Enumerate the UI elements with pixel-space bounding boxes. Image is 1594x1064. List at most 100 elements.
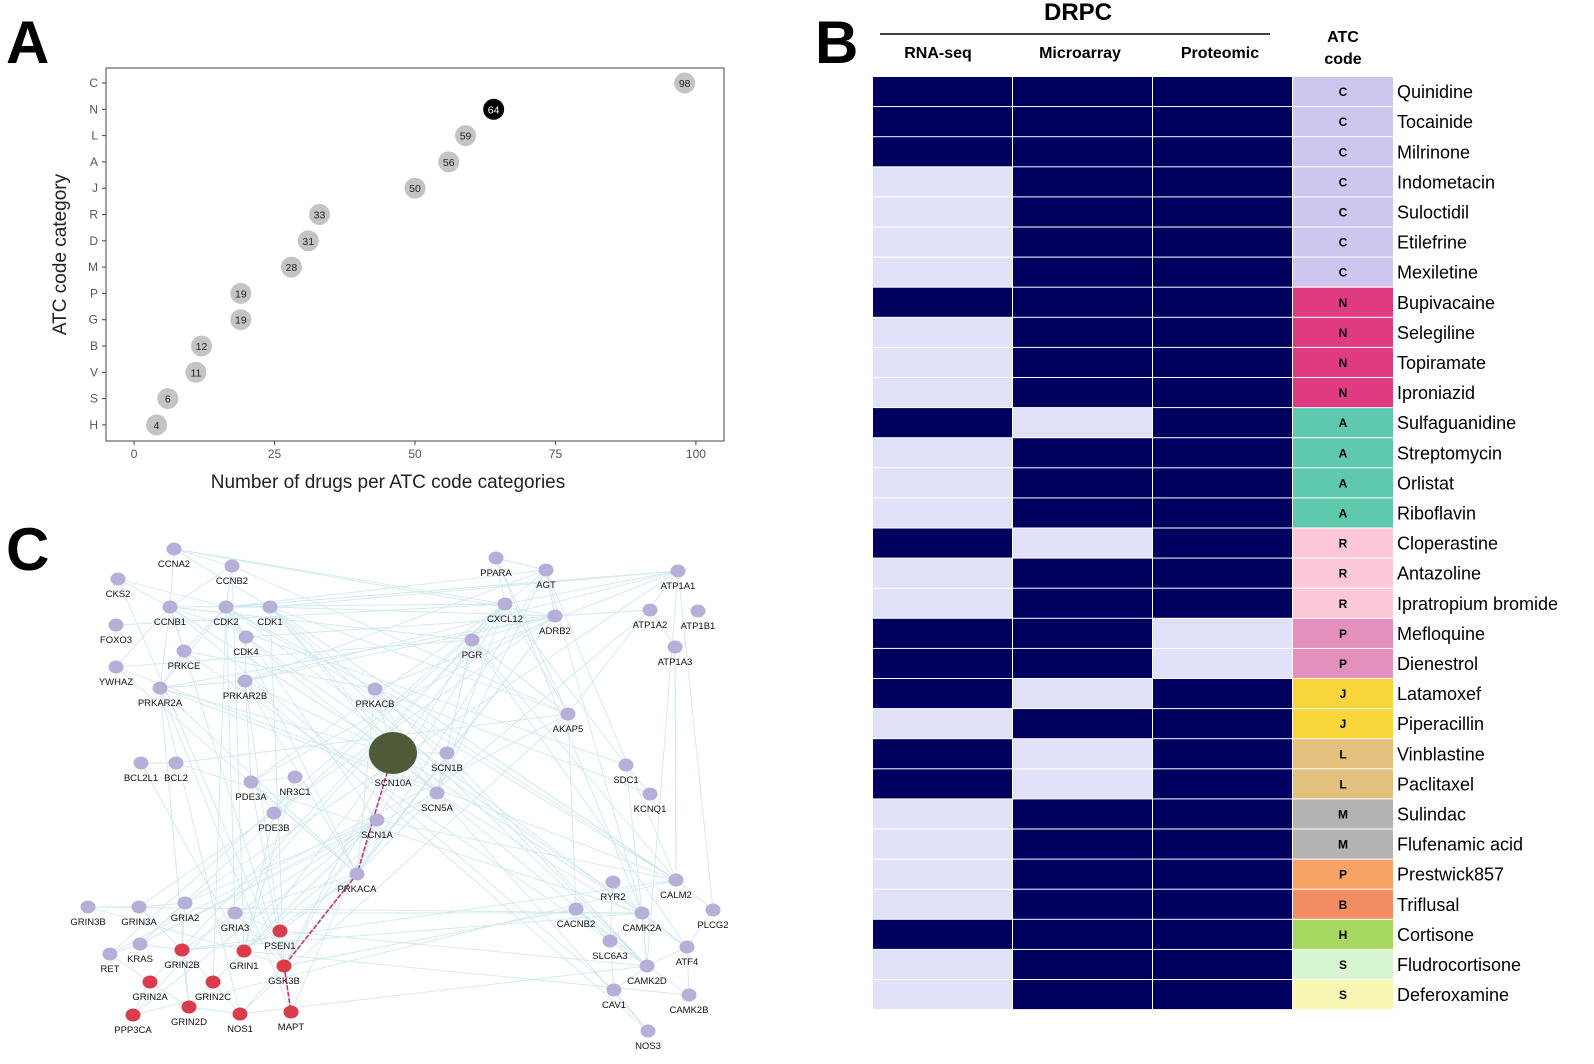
network-node-label: ADRB2 xyxy=(539,626,571,637)
network-edge xyxy=(376,819,677,881)
network-node-label: CDK2 xyxy=(213,617,238,628)
network-edge xyxy=(471,639,688,948)
network-edge xyxy=(436,752,448,794)
bubble-point xyxy=(438,151,460,173)
heatmap-cell xyxy=(873,167,1012,197)
atc-code-label: C xyxy=(1339,266,1348,280)
network-edge xyxy=(243,752,394,952)
network-edge xyxy=(374,688,648,967)
network-edge xyxy=(169,565,233,608)
heatmap-cell xyxy=(873,197,1012,227)
network-edge xyxy=(436,792,688,948)
plot-area xyxy=(105,67,725,442)
network-node xyxy=(243,775,259,789)
network-edge xyxy=(471,639,677,881)
y-axis-title: ATC code category xyxy=(50,173,71,335)
atc-code-label: P xyxy=(1339,868,1347,882)
network-node xyxy=(640,1024,656,1038)
network-edge xyxy=(115,603,506,626)
heatmap-cell xyxy=(1013,709,1152,739)
column-header: RNA-seq xyxy=(904,45,972,62)
x-tick-label: 25 xyxy=(268,447,282,461)
network-node xyxy=(287,770,303,784)
network-node xyxy=(80,900,96,914)
network-edge xyxy=(139,603,506,945)
atc-cell xyxy=(1293,438,1393,468)
heatmap-cell xyxy=(873,618,1012,648)
network-node xyxy=(705,903,721,917)
network-edge xyxy=(504,603,569,715)
network-edge xyxy=(554,609,651,617)
network-edge xyxy=(356,792,438,875)
network-node xyxy=(602,934,618,948)
x-axis-title: Number of drugs per ATC code categories xyxy=(211,472,566,493)
heatmap-cell xyxy=(873,528,1012,558)
drug-name-label: Fludrocortisone xyxy=(1397,955,1521,975)
network-node xyxy=(429,786,445,800)
network-edge xyxy=(139,792,438,945)
atc-cell xyxy=(1293,347,1393,377)
atc-cell xyxy=(1293,137,1393,167)
atc-cell xyxy=(1293,980,1393,1010)
bubble-point xyxy=(308,204,330,225)
network-node-label: RYR2 xyxy=(600,892,625,903)
network-node xyxy=(560,707,576,721)
drug-name-label: Mefloquine xyxy=(1397,624,1485,644)
drug-name-label: Quinidine xyxy=(1397,82,1473,102)
network-edge xyxy=(225,565,233,608)
drug-name-label: Deferoxamine xyxy=(1397,985,1509,1005)
network-node-label: NR3C1 xyxy=(279,787,310,798)
drug-name-label: Cortisone xyxy=(1397,925,1474,945)
network-edge xyxy=(138,902,186,908)
network-node xyxy=(133,756,149,770)
network-node-label: CALM2 xyxy=(660,890,692,901)
heatmap-cell xyxy=(1013,378,1152,408)
bubble-data-label: 64 xyxy=(488,104,500,116)
heatmap-cell xyxy=(1013,769,1152,799)
heatmap-cell xyxy=(1013,167,1152,197)
bubble-data-label: 12 xyxy=(196,341,208,353)
heatmap-cell xyxy=(1153,889,1292,919)
bubble-point xyxy=(146,414,168,436)
network-node xyxy=(497,597,513,611)
network-node xyxy=(464,633,480,647)
network-node xyxy=(439,746,455,760)
network-node-label: KRAS xyxy=(127,954,153,965)
network-edge xyxy=(132,819,378,1016)
network-edge xyxy=(495,557,569,715)
drug-name-label: Riboflavin xyxy=(1397,503,1476,523)
network-edge xyxy=(612,881,643,914)
network-node-label: GRIN2B xyxy=(164,960,199,971)
network-edge xyxy=(243,819,378,952)
atc-code-label: A xyxy=(1339,446,1348,460)
heatmap-cell xyxy=(1153,859,1292,889)
network-edge xyxy=(504,569,547,605)
heatmap-cell xyxy=(873,227,1012,257)
network-edge xyxy=(244,615,556,682)
network-node xyxy=(102,947,118,961)
heatmap-cell xyxy=(873,949,1012,979)
network-node xyxy=(547,609,563,623)
atc-code-label: N xyxy=(1339,296,1348,310)
network-edge xyxy=(159,687,438,794)
network-node-label: PLCG2 xyxy=(697,920,728,931)
network-node-label: BCL2 xyxy=(164,773,188,784)
heatmap-cell xyxy=(1153,468,1292,498)
network-node xyxy=(218,600,234,614)
heatmap-cell xyxy=(1013,77,1152,107)
atc-code-label: H xyxy=(1339,928,1348,942)
network-edge xyxy=(159,687,241,1015)
heatmap-cell xyxy=(1013,588,1152,618)
network-node xyxy=(237,674,253,688)
network-edge xyxy=(273,776,296,814)
network-edge xyxy=(567,713,577,910)
heatmap-cell xyxy=(1153,378,1292,408)
network-node-label: AKAP5 xyxy=(553,724,584,735)
network-edge xyxy=(245,636,643,914)
atc-cell xyxy=(1293,709,1393,739)
bubble-point xyxy=(483,98,505,120)
network-node-label: GRIN1 xyxy=(229,961,258,972)
network-edge xyxy=(609,940,648,967)
network-edge xyxy=(269,606,649,1032)
drug-name-label: Selegiline xyxy=(1397,323,1475,343)
